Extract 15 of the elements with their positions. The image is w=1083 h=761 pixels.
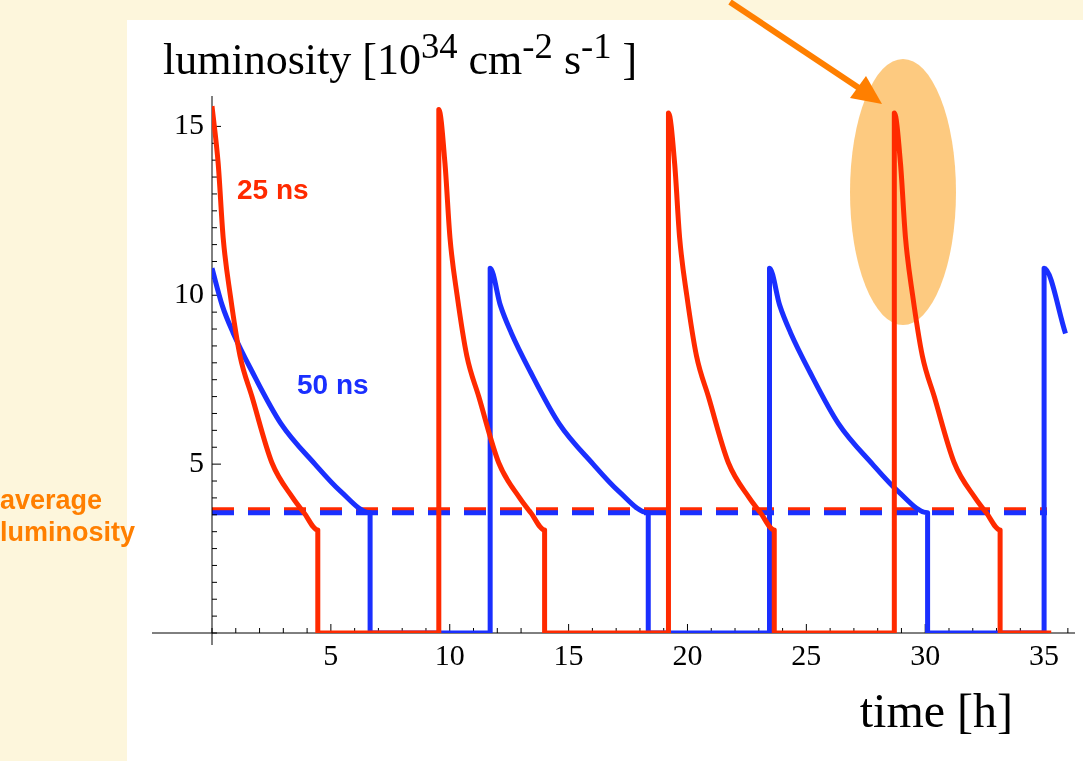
series-label: 25 ns — [237, 174, 309, 206]
text: average luminosity — [0, 484, 136, 549]
series-label: 50 ns — [297, 369, 369, 401]
y-tick-label: 15 — [174, 107, 204, 141]
x-tick-label: 5 — [323, 637, 339, 671]
x-tick-label: 35 — [1029, 637, 1060, 671]
x-tick-label: 15 — [553, 637, 584, 671]
x-tick-label: 30 — [910, 637, 941, 671]
y-tick-label: 10 — [174, 276, 204, 310]
x-axis-title: time [h] — [859, 683, 1013, 738]
x-tick-label: 25 — [791, 637, 822, 671]
x-tick-label: 10 — [434, 637, 465, 671]
y-tick-label: 5 — [189, 445, 204, 479]
y-axis-title: luminosity [10$^{34}$ cm$^{-2}$ s$^{-1}$ ] — [163, 24, 638, 86]
x-tick-label: 20 — [672, 637, 703, 671]
